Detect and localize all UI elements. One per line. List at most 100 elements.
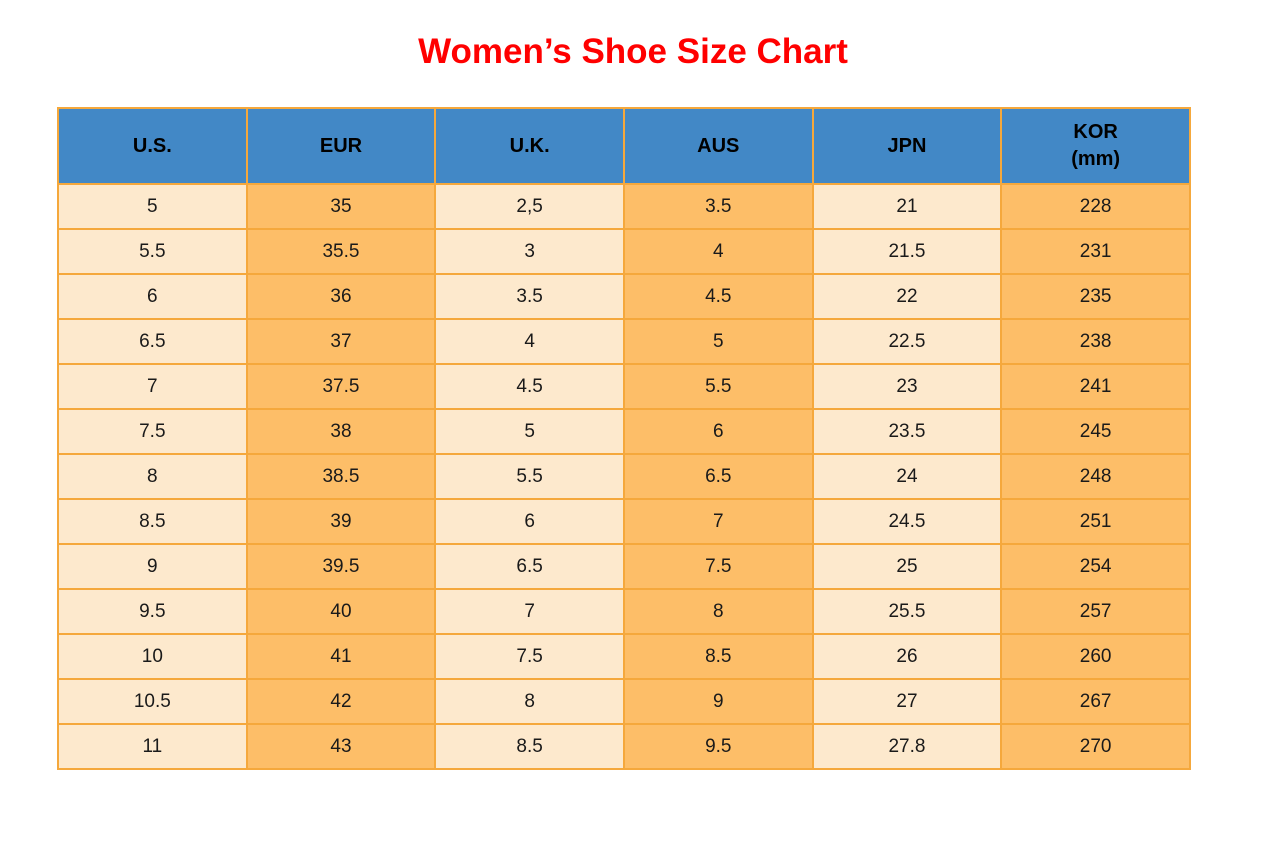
table-cell: 35.5 — [245, 228, 437, 275]
table-cell: 257 — [1000, 588, 1191, 635]
table-cell: 39.5 — [245, 543, 437, 590]
table-cell: 4.5 — [434, 363, 625, 410]
table-cell: 24 — [811, 453, 1003, 500]
table-cell: 5 — [622, 318, 814, 365]
table-cell: 41 — [245, 633, 437, 680]
column-header: U.K. — [434, 107, 625, 185]
table-cell: 5.5 — [57, 228, 248, 275]
table-cell: 228 — [1000, 183, 1191, 230]
column-header: AUS — [622, 107, 814, 185]
table-cell: 238 — [1000, 318, 1191, 365]
table-cell: 5.5 — [622, 363, 814, 410]
table-row: 9 39.5 6.5 7.5 25 254 — [57, 543, 1191, 590]
table-cell: 7 — [57, 363, 248, 410]
table-row: 6.5 37 4 5 22.5 238 — [57, 318, 1191, 365]
table-cell: 4.5 — [622, 273, 814, 320]
table-row: 9.5 40 7 8 25.5 257 — [57, 588, 1191, 635]
table-cell: 8 — [622, 588, 814, 635]
table-cell: 9.5 — [57, 588, 248, 635]
table-cell: 40 — [245, 588, 437, 635]
table-cell: 38.5 — [245, 453, 437, 500]
table-cell: 6.5 — [434, 543, 625, 590]
table-cell: 21 — [811, 183, 1003, 230]
table-cell: 235 — [1000, 273, 1191, 320]
table-cell: 10 — [57, 633, 248, 680]
table-cell: 36 — [245, 273, 437, 320]
table-cell: 8.5 — [622, 633, 814, 680]
table-cell: 37.5 — [245, 363, 437, 410]
table-cell: 4 — [434, 318, 625, 365]
table-cell: 5 — [57, 183, 248, 230]
shoe-size-table: U.S. EUR U.K. AUS JPN KOR (mm) 5 35 2,5 3.5 21 228… — [57, 107, 1191, 770]
table-cell: 231 — [1000, 228, 1191, 275]
table-cell: 9.5 — [622, 723, 814, 770]
table-cell: 6.5 — [57, 318, 248, 365]
table-cell: 248 — [1000, 453, 1191, 500]
table-cell: 6 — [622, 408, 814, 455]
table-cell: 27 — [811, 678, 1003, 725]
table-cell: 26 — [811, 633, 1003, 680]
table-row: 8 38.5 5.5 6.5 24 248 — [57, 453, 1191, 500]
table-cell: 267 — [1000, 678, 1191, 725]
table-cell: 3.5 — [622, 183, 814, 230]
column-header: EUR — [245, 107, 437, 185]
table-row: 7.5 38 5 6 23.5 245 — [57, 408, 1191, 455]
table-row: 6 36 3.5 4.5 22 235 — [57, 273, 1191, 320]
table-cell: 2,5 — [434, 183, 625, 230]
table-cell: 9 — [57, 543, 248, 590]
table-cell: 8.5 — [434, 723, 625, 770]
table-header: U.S. EUR U.K. AUS JPN KOR (mm) — [57, 107, 1191, 185]
table-cell: 260 — [1000, 633, 1191, 680]
table-cell: 25 — [811, 543, 1003, 590]
table-cell: 10.5 — [57, 678, 248, 725]
table-cell: 270 — [1000, 723, 1191, 770]
table-cell: 37 — [245, 318, 437, 365]
table-cell: 8 — [57, 453, 248, 500]
table-cell: 254 — [1000, 543, 1191, 590]
table-cell: 38 — [245, 408, 437, 455]
table-cell: 43 — [245, 723, 437, 770]
table-row: 5 35 2,5 3.5 21 228 — [57, 183, 1191, 230]
column-header: JPN — [811, 107, 1003, 185]
table-cell: 4 — [622, 228, 814, 275]
table-cell: 6 — [434, 498, 625, 545]
table-cell: 8 — [434, 678, 625, 725]
table-body: 5 35 2,5 3.5 21 228 5.5 35.5 3 4 21.5 231 6 36 3.5 4.5 2… — [57, 183, 1191, 770]
table-cell: 39 — [245, 498, 437, 545]
table-cell: 7.5 — [57, 408, 248, 455]
table-cell: 8.5 — [57, 498, 248, 545]
table-cell: 23 — [811, 363, 1003, 410]
table-cell: 3 — [434, 228, 625, 275]
table-cell: 7 — [622, 498, 814, 545]
table-cell: 7.5 — [622, 543, 814, 590]
table-cell: 42 — [245, 678, 437, 725]
table-cell: 6 — [57, 273, 248, 320]
table-cell: 3.5 — [434, 273, 625, 320]
table-cell: 11 — [57, 723, 248, 770]
table-cell: 22.5 — [811, 318, 1003, 365]
table-cell: 245 — [1000, 408, 1191, 455]
page-title: Women’s Shoe Size Chart — [418, 32, 848, 71]
table-row: 10.5 42 8 9 27 267 — [57, 678, 1191, 725]
table-cell: 251 — [1000, 498, 1191, 545]
column-header: KOR (mm) — [1000, 107, 1191, 185]
table-row: 5.5 35.5 3 4 21.5 231 — [57, 228, 1191, 275]
table-cell: 23.5 — [811, 408, 1003, 455]
table-cell: 5 — [434, 408, 625, 455]
table-cell: 7.5 — [434, 633, 625, 680]
table-cell: 6.5 — [622, 453, 814, 500]
table-cell: 35 — [245, 183, 437, 230]
table-cell: 25.5 — [811, 588, 1003, 635]
header-row: U.S. EUR U.K. AUS JPN KOR (mm) — [57, 107, 1191, 185]
table-cell: 241 — [1000, 363, 1191, 410]
table-row: 11 43 8.5 9.5 27.8 270 — [57, 723, 1191, 770]
column-header: U.S. — [57, 107, 248, 185]
table-cell: 7 — [434, 588, 625, 635]
table-cell: 27.8 — [811, 723, 1003, 770]
table-cell: 24.5 — [811, 498, 1003, 545]
table-cell: 9 — [622, 678, 814, 725]
table-row: 7 37.5 4.5 5.5 23 241 — [57, 363, 1191, 410]
table-cell: 22 — [811, 273, 1003, 320]
table-cell: 21.5 — [811, 228, 1003, 275]
